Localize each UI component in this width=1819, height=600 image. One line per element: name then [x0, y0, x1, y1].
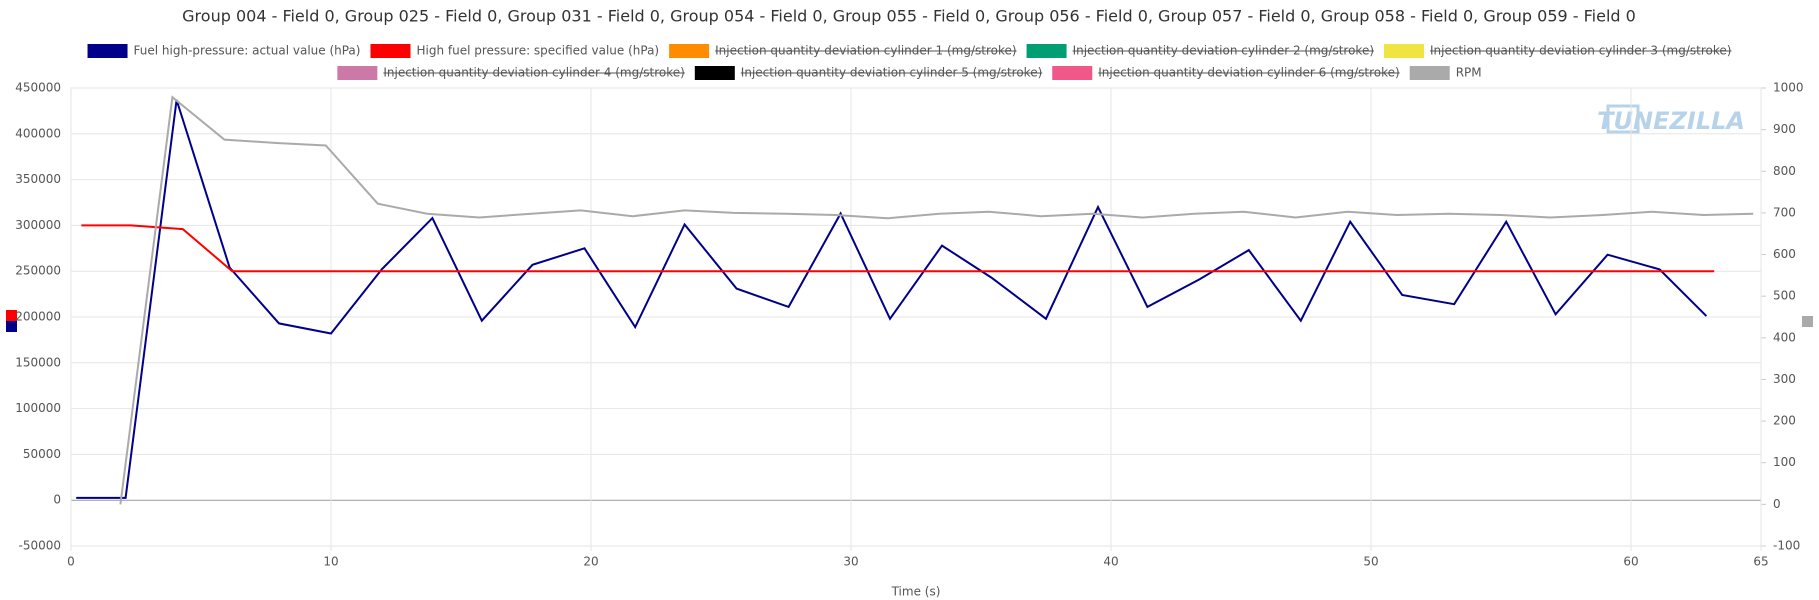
x-tick-label: 30: [843, 555, 858, 569]
y2-tick-label: 800: [1773, 164, 1796, 178]
legend-label: High fuel pressure: specified value (hPa…: [416, 44, 659, 58]
legend-label: Fuel high-pressure: actual value (hPa): [134, 44, 361, 58]
y-tick-label: 50000: [23, 447, 61, 461]
y-tick-label: 200000: [15, 310, 61, 324]
legend-swatch: [1026, 44, 1067, 58]
x-tick-label: 40: [1103, 555, 1118, 569]
legend-row: Injection quantity deviation cylinder 4 …: [337, 66, 1482, 80]
legend-row: Fuel high-pressure: actual value (hPa) Hi…: [87, 44, 1732, 58]
x-axis-title: Time (s): [891, 585, 941, 599]
y2-tick-label: 0: [1773, 497, 1781, 511]
y-tick-label: -50000: [18, 539, 61, 553]
y-tick-label: 350000: [15, 172, 61, 186]
x-tick-label: 60: [1623, 555, 1638, 569]
legend-swatch: [1384, 44, 1425, 58]
legend-swatch: [1409, 66, 1450, 80]
legend-swatch: [370, 44, 411, 58]
chart-title: Group 004 - Field 0, Group 025 - Field 0…: [182, 7, 1636, 26]
axis-indicator: [1802, 316, 1813, 327]
y2-tick-label: 700: [1773, 205, 1796, 219]
legend-swatch: [87, 44, 128, 58]
y2-tick-label: 300: [1773, 372, 1796, 386]
legend-swatch: [669, 44, 710, 58]
x-tick-label: 65: [1753, 555, 1768, 569]
y2-tick-label: 200: [1773, 414, 1796, 428]
legend-swatch: [1052, 66, 1093, 80]
legend-swatch: [337, 66, 378, 80]
y2-tick-label: 1000: [1773, 81, 1804, 95]
y2-tick-label: 500: [1773, 289, 1796, 303]
logo-icon: [1606, 104, 1640, 134]
x-tick-label: 20: [583, 555, 598, 569]
legend-swatch: [694, 66, 735, 80]
legend-label: RPM: [1456, 66, 1482, 80]
y-tick-label: 450000: [15, 81, 61, 95]
y-tick-label: 400000: [15, 126, 61, 140]
series-line: [81, 224, 1715, 273]
y-tick-label: 100000: [15, 401, 61, 415]
watermark: TUNEZILLA: [1597, 107, 1745, 135]
x-tick-label: 50: [1363, 555, 1378, 569]
series-line: [119, 95, 1754, 505]
axis-indicator: [6, 321, 17, 332]
y-tick-label: 250000: [15, 264, 61, 278]
y-tick-label: 150000: [15, 355, 61, 369]
series-line: [76, 99, 1708, 499]
x-tick-label: 0: [67, 555, 75, 569]
y-tick-label: 0: [53, 493, 61, 507]
axis-indicator: [6, 310, 17, 321]
y2-tick-label: 400: [1773, 330, 1796, 344]
y2-tick-label: 600: [1773, 247, 1796, 261]
y2-tick-label: 100: [1773, 455, 1796, 469]
y2-tick-label: -100: [1773, 539, 1800, 553]
y2-tick-label: 900: [1773, 122, 1796, 136]
x-tick-label: 10: [323, 555, 338, 569]
y-tick-label: 300000: [15, 218, 61, 232]
